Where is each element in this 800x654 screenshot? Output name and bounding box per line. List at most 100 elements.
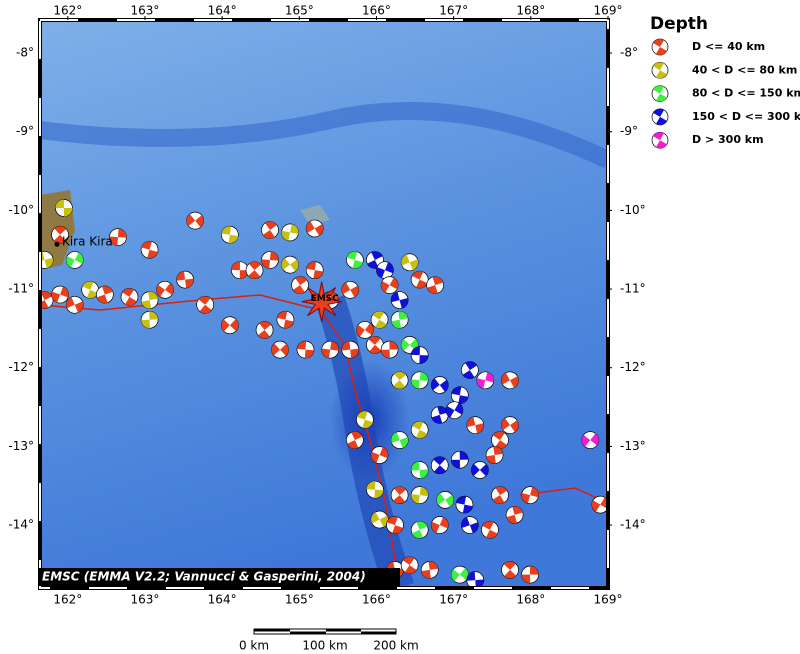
beachball-quadrant [466,416,484,434]
beachball [420,561,439,579]
beachball [276,310,295,329]
beachball [445,401,464,420]
beachball-quadrant [393,371,407,389]
beachball [281,223,299,242]
scale-bar: 0 km 100 km 200 km [239,628,419,653]
beachball-quadrant [436,493,454,507]
beachball-quadrant [221,319,239,332]
beachball [410,461,429,479]
beachball-quadrant [381,341,399,359]
beachball-quadrant [411,346,429,364]
beachball-quadrant [66,252,84,268]
beachball [410,520,429,539]
beachball-quadrant [391,432,409,449]
x-tick-label: 164° [208,593,237,607]
beachball-quadrant [277,311,294,329]
beachball-quadrant [386,516,404,534]
beachball-quadrant [141,311,159,329]
beachball-quadrant [186,214,204,228]
scale-label: 0 km [239,639,269,651]
beachball [370,510,389,529]
y-tick-label: -10° [8,203,34,217]
x-tick-label: 162° [53,593,82,607]
beachball-quadrant [445,402,463,418]
beachball [366,336,384,354]
beachball-quadrant [451,568,469,582]
y-tick-label: -9° [620,124,638,138]
beachball [305,261,324,280]
beachball [81,280,100,299]
beachball [501,561,519,579]
epicenter-star [301,281,342,322]
y-tick-label: -12° [8,360,34,374]
legend-label: D > 300 km [692,133,764,146]
beachball [186,211,204,230]
beachball [466,416,485,435]
beachball [65,295,84,314]
place-dot [54,241,60,247]
beachball-quadrant [466,571,484,588]
x-tick-label: 168° [516,593,545,607]
beachball [430,376,449,394]
beachball-quadrant [109,228,127,246]
beachball-quadrant [402,556,417,574]
beachball-quadrant [356,411,373,429]
legend-label: D <= 40 km [692,40,765,53]
beachball [450,450,469,469]
beachball-quadrant [263,221,277,239]
beachball-quadrant [653,132,667,149]
beachball [651,61,669,79]
beachball-quadrant [476,372,494,389]
beachball-quadrant [176,271,194,289]
beachball-quadrant [471,463,489,477]
x-tick-label: 167° [439,4,468,18]
y-tick-label: -14° [8,518,34,532]
beachball [400,253,419,272]
beachball [55,199,73,217]
beachball [51,285,69,304]
legend-label: 80 < D <= 150 km [692,87,800,100]
y-tick-label: -14° [620,518,646,532]
beachball-quadrant [411,486,429,504]
beachball-quadrant [411,461,429,479]
beachball-quadrant [521,486,539,504]
beachball-quadrant [451,386,469,404]
beachball-quadrant [501,372,519,388]
y-tick-label: -13° [8,439,34,453]
beachball-quadrant [411,371,429,389]
beachball-quadrant [411,271,428,289]
beachball [450,386,469,405]
beachball [95,285,114,304]
legend-title: Depth [650,14,708,34]
beachball [410,270,429,289]
beachball [390,431,409,449]
beachball-quadrant [421,561,439,579]
beachball-quadrant [653,39,667,55]
beachball [341,340,360,359]
beachball-quadrant [431,378,449,392]
beachball [410,486,429,505]
beachball-quadrant [221,226,239,244]
y-tick-label: -10° [620,203,646,217]
beachball-quadrant [82,281,98,299]
beachball-quadrant [391,311,409,329]
basemap: Kira Kira EMSC [40,20,608,588]
beachball [521,565,539,584]
beachball-quadrant [281,257,299,272]
y-tick-label: -12° [620,360,646,374]
beachball [410,346,429,364]
beachball [261,251,279,269]
beachball [461,516,479,534]
credit-box [38,568,400,586]
beachball-quadrant [141,291,158,309]
beachball [400,556,419,575]
beachball-quadrant [346,251,363,269]
beachball [410,371,429,390]
beachball [581,431,600,449]
beachball-quadrant [53,226,67,244]
y-tick-label: -9° [16,124,34,138]
beachball [305,219,324,238]
beachball-quadrant [462,361,477,379]
